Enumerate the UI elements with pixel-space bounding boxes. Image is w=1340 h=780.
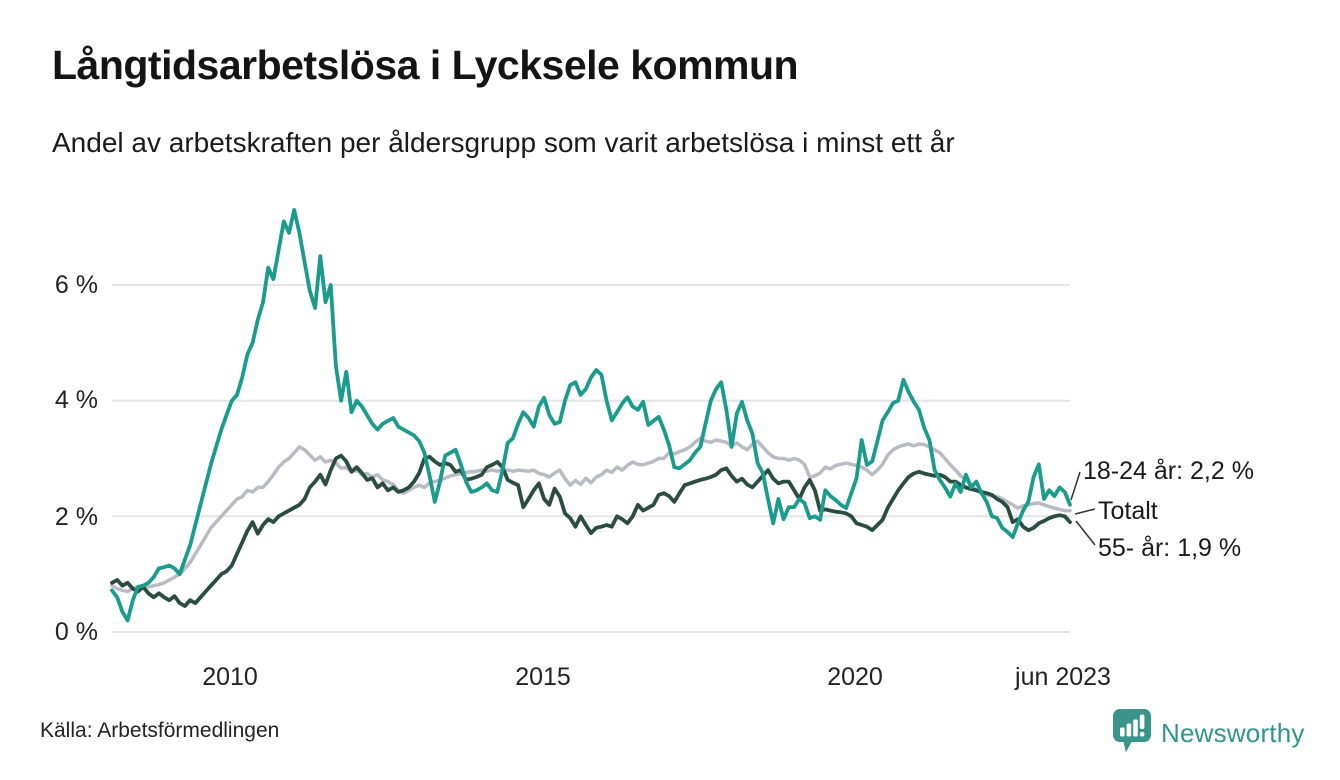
newsworthy-branding: Newsworthy [1112, 708, 1305, 758]
x-axis-tick-jun-2023: jun 2023 [1015, 663, 1111, 691]
x-axis-tick-2020: 2020 [827, 663, 883, 691]
x-axis-tick-2015: 2015 [515, 663, 571, 691]
y-axis-tick-6: 6 % [54, 271, 98, 299]
x-axis-tick-2010: 2010 [202, 663, 258, 691]
newsworthy-wordmark: Newsworthy [1161, 717, 1305, 748]
end-label-18-24-ar: 18-24 år: 2,2 % [1083, 457, 1254, 485]
source-credit: Källa: Arbetsförmedlingen [40, 719, 280, 742]
chart-subtitle: Andel av arbetskraften per åldersgrupp s… [52, 127, 955, 158]
y-axis-tick-2: 2 % [54, 503, 98, 531]
series-line-totalt [110, 436, 1072, 594]
y-axis-tick-4: 4 % [54, 386, 98, 414]
end-label-55-ar: 55- år: 1,9 % [1098, 534, 1242, 562]
page-title: Långtidsarbetslösa i Lycksele kommun [52, 42, 799, 88]
annotation-connector-totalt [1074, 508, 1096, 515]
end-label-totalt: Totalt [1098, 497, 1158, 525]
series-line-18-24-ar [110, 207, 1072, 623]
series-line-55-ar [110, 453, 1072, 608]
newsworthy-logo-icon [1112, 708, 1152, 758]
y-axis-tick-0: 0 % [54, 618, 98, 646]
annotation-connector-18-24 [1070, 471, 1081, 501]
annotation-connector-55-ar [1075, 520, 1096, 546]
